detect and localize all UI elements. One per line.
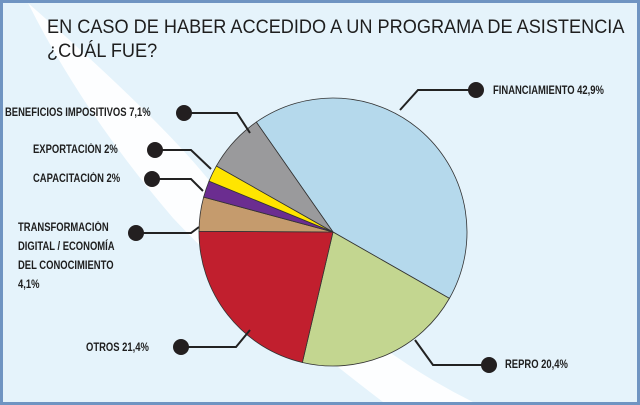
title-line-2: ¿CUÁL FUE? bbox=[47, 40, 158, 62]
pie-slice-otros bbox=[198, 230, 334, 363]
pie-slice-financiamiento bbox=[255, 97, 468, 299]
leader-line-repro bbox=[414, 339, 489, 366]
leader-line-exportacion bbox=[155, 149, 212, 170]
pie-chart bbox=[128, 82, 497, 373]
label-otros: OTROS 21,4% bbox=[86, 342, 149, 354]
chart-panel: EN CASO DE HABER ACCEDIDO A UN PROGRAMA … bbox=[3, 3, 637, 402]
leader-dot-beneficios-impositivos bbox=[176, 105, 192, 121]
pie-slice-beneficios-impositivos bbox=[215, 121, 334, 233]
leader-line-transformacion bbox=[136, 226, 200, 234]
title-line-1: EN CASO DE HABER ACCEDIDO A UN PROGRAMA … bbox=[47, 16, 625, 38]
leader-line-beneficios-impositivos bbox=[184, 112, 251, 134]
leader-dot-repro bbox=[481, 357, 497, 373]
label-capacitacion: CAPACITACIÓN 2% bbox=[33, 173, 121, 185]
leader-dot-financiamiento bbox=[468, 82, 484, 98]
leader-dot-transformacion bbox=[128, 225, 144, 241]
leader-dot-capacitacion bbox=[144, 171, 160, 187]
leader-line-financiamiento bbox=[399, 89, 476, 111]
leader-dot-otros bbox=[173, 339, 189, 355]
leader-line-capacitacion bbox=[152, 178, 204, 192]
chart-title: EN CASO DE HABER ACCEDIDO A UN PROGRAMA … bbox=[47, 15, 624, 63]
label-beneficios-impositivos: BENEFICIOS IMPOSITIVOS 7,1% bbox=[5, 107, 151, 119]
label-repro: REPRO 20,4% bbox=[505, 359, 568, 371]
label-financiamiento: FINANCIAMIENTO 42,9% bbox=[493, 85, 604, 97]
leader-line-otros bbox=[181, 329, 251, 348]
label-exportacion: EXPORTACIÓN 2% bbox=[33, 144, 118, 156]
leader-dot-exportacion bbox=[147, 142, 163, 158]
pie-slice-repro bbox=[301, 231, 450, 367]
label-transformacion: TRANSFORMACIÓN DIGITAL / ECONOMÍA DEL CO… bbox=[18, 222, 115, 291]
